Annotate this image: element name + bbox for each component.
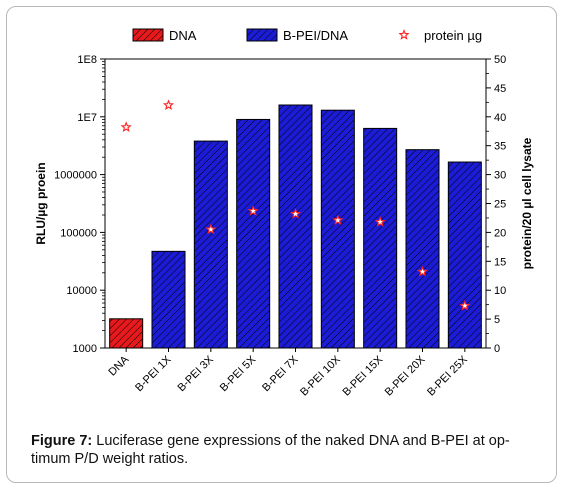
protein-point-b-pei-7x [289,207,302,219]
legend-swatch-1 [246,28,278,42]
x-tick-label: B-PEI 15X [340,353,385,398]
bar-b-pei-7x [278,104,313,349]
x-tick-label: B-PEI 1X [133,353,174,394]
left-tick-label: 1000 [73,343,97,355]
left-tick-label: 10000 [66,285,97,297]
right-tick-label: 45 [494,83,506,95]
right-tick-label: 35 [494,141,506,153]
bar-b-pei-3x [193,140,228,349]
protein-point-b-pei-5x [247,205,259,216]
bar-b-pei-10x [320,109,355,349]
right-tick-label: 5 [494,314,500,326]
protein-point-b-pei-20x [416,265,429,277]
left-tick-label: 1E7 [77,112,97,124]
x-tick-label: B-PEI 3X [175,353,216,394]
protein-point-b-pei-25x [459,299,471,311]
bar-b-pei-20x [405,149,440,349]
right-tick-label: 40 [494,112,506,124]
legend-swatch-0 [132,28,164,42]
right-tick-label: 10 [494,285,506,297]
right-tick-label: 25 [494,199,506,211]
right-axis-title: protein/20 µl cell lysate [520,137,534,269]
left-tick-label: 1000000 [54,170,97,182]
x-tick-label: B-PEI 5X [218,353,259,394]
protein-point-dna [120,121,132,132]
left-tick-label: 100000 [60,227,97,239]
protein-point-b-pei-1x [162,99,175,111]
right-tick-label: 50 [494,54,506,66]
protein-point-b-pei-3x [205,223,217,235]
bar-b-pei-25x [447,161,482,349]
x-tick-label: B-PEI 25X [425,353,470,398]
left-axis-title: RLU/µg proein [34,162,48,244]
figure-caption: Figure 7: Luciferase gene expressions of… [31,432,546,468]
right-tick-label: 20 [494,227,506,239]
caption-label: Figure 7: [31,433,93,449]
left-tick-label: 1E8 [77,54,97,66]
protein-point-b-pei-15x [374,216,386,227]
figure-panel: DNA B-PEI/DNA protein µg 1000 10000 100000 10… [6,6,557,483]
legend-label-2: protein µg [424,28,482,43]
x-tick-label: B-PEI 10X [298,353,343,398]
legend-label-0: DNA [169,28,197,43]
x-tick-label: B-PEI 20X [383,353,428,398]
bar-dna [109,318,144,349]
right-tick-label: 15 [494,256,506,268]
plot-area [109,99,482,349]
caption-text: Luciferase gene expressions of the naked… [31,433,510,467]
x-tick-label: DNA [106,353,131,378]
protein-point-b-pei-10x [332,214,344,226]
right-tick-label: 30 [494,170,506,182]
x-tick-label: B-PEI 7X [260,353,301,394]
legend-star-marker [398,29,410,40]
bar-b-pei-1x [151,250,186,349]
bar-b-pei-15x [363,127,398,349]
chart: DNA B-PEI/DNA protein µg 1000 10000 100000 10… [34,28,534,398]
legend-label-1: B-PEI/DNA [283,28,348,43]
bar-b-pei-5x [236,118,271,349]
chart-legend: DNA B-PEI/DNA protein µg [132,28,482,43]
right-tick-label: 0 [494,343,500,355]
